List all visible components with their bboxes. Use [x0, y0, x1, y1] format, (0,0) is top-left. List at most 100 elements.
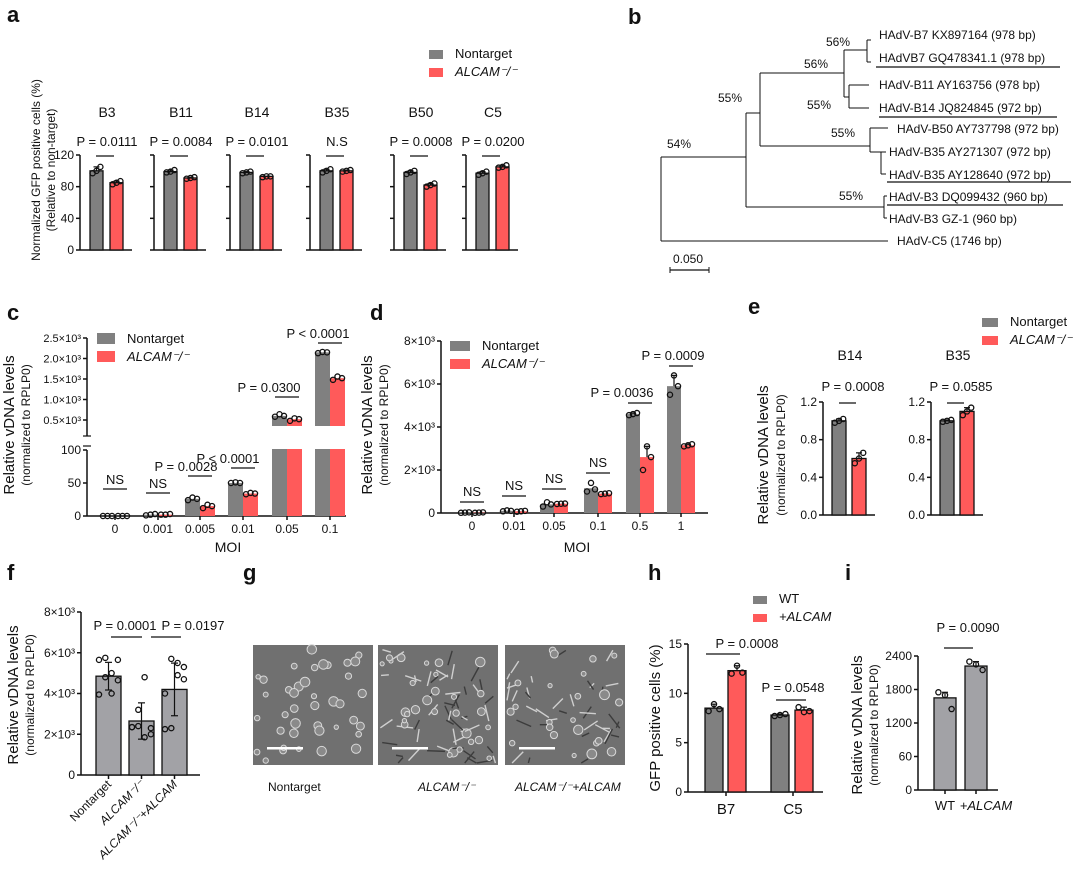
panel-b-leaf-label: HAdV-C5 (1746 bp) [897, 234, 1002, 248]
panel-b-bootstrap-value: 56% [826, 35, 850, 49]
panel-g-cell [262, 757, 269, 764]
panel-e-B35-bar [959, 410, 975, 516]
panel-i-y-tick-label: 2400 [885, 649, 912, 663]
panel-e-B14-data-point [855, 455, 863, 462]
panel-d-bar [640, 457, 654, 513]
panel-g-cell [310, 693, 318, 700]
panel-g-cell [335, 699, 345, 709]
panel-g-cell [589, 682, 595, 689]
panel-f-data-point [141, 734, 148, 741]
panel-g-cell [262, 691, 269, 698]
panel-c-data-point [319, 348, 326, 356]
panel-g-cell [255, 674, 261, 680]
panel-g-cell [586, 748, 598, 760]
panel-d-bar [681, 445, 695, 513]
panel-f-data-point [114, 677, 122, 684]
panel-g-cell [485, 724, 491, 731]
panel-d-data-point [465, 509, 473, 516]
panel-i-data-point [941, 691, 949, 699]
panel-f-data-point [168, 655, 175, 663]
panel-h-data-point [795, 703, 802, 711]
panel-g-cell [527, 757, 531, 764]
panel-e-B35-data-point [967, 404, 975, 411]
panel-d-data-point [647, 453, 655, 461]
panel-d-bar [667, 386, 681, 513]
panel-c-bar-lower [330, 449, 345, 516]
panel-g-cell [445, 691, 461, 695]
panel-a-B3-y-tick-label: 120 [54, 148, 74, 162]
panel-c-x-tick-label: 0.005 [185, 522, 215, 536]
panel-b-leaf-label: HAdV-B11 AY163756 (978 bp) [879, 78, 1040, 92]
panel-g-cell [511, 690, 518, 702]
panel-d-significance-label: P = 0.0036 [590, 385, 653, 400]
panel-h-legend-swatch-gray [753, 596, 767, 604]
panel-d-bar [540, 504, 554, 513]
panel-d-bar [626, 414, 640, 513]
panel-c-data-point [157, 511, 165, 518]
panel-g-cell [580, 758, 589, 764]
panel-g-cell [472, 684, 480, 693]
panel-g-cell [392, 651, 405, 660]
panel-a-B35-bar [319, 170, 334, 251]
panel-b-leaf-label: HAdV-B3 GZ-1 (960 bp) [889, 212, 1017, 226]
panel-g-scale-bar [267, 747, 303, 750]
panel-g-cell [380, 674, 389, 677]
panel-g-cell [610, 734, 620, 738]
panel-c-y-tick-label: 50 [68, 476, 82, 490]
panel-e-B14-data-point [859, 449, 867, 457]
panel-c-y-label: Relative vDNA levels [1, 355, 18, 494]
panel-f-y-tick-label: 2×10³ [44, 727, 75, 741]
panel-g-cell [422, 695, 433, 706]
panel-a-B35-bar [339, 170, 354, 251]
panel-h-y-tick-label: 5 [675, 736, 682, 750]
panel-a-B50-data-point [423, 183, 430, 190]
panel-a-C5-data-point [495, 164, 502, 171]
panel-g-cell [447, 710, 452, 721]
panel-g-cell [589, 655, 597, 663]
panel-c-data-point [108, 512, 116, 520]
panel-g-cell [385, 654, 393, 662]
panel-g-cell [594, 724, 611, 734]
panel-c-data-point [166, 510, 174, 518]
panel-g-cell [466, 757, 477, 764]
panel-g-cell [259, 675, 268, 684]
panel-h-significance-label: P = 0.0548 [761, 680, 824, 695]
panel-d-legend-entry: ALCAM⁻/⁻ [481, 356, 545, 371]
panel-g-cell [508, 739, 516, 747]
panel-g-cell [511, 751, 524, 764]
panel-a-B50-bar [403, 171, 418, 251]
panel-e-legend-entry: Nontarget [1010, 314, 1067, 329]
panel-g-cell [552, 697, 564, 710]
panel-d-data-point [625, 411, 633, 419]
panel-c-y-tick-label: 100 [61, 443, 81, 457]
panel-a-B11-data-point [163, 169, 170, 176]
panel-g-cell [605, 682, 619, 687]
panel-c-y-tick-label: 2.5×10³ [43, 333, 81, 345]
panel-a-B3-data-point [117, 177, 124, 185]
panel-d-data-point [547, 501, 555, 508]
panel-f-y-label: Relative vDNA levels [5, 625, 22, 764]
panel-e-B14-bar [831, 420, 847, 516]
panel-d-data-point [674, 382, 682, 390]
panel-d-data-point [539, 503, 547, 510]
panel-d-y-label: Relative vDNA levels [359, 355, 376, 494]
panel-d-y-tick-label: 6×10³ [404, 377, 435, 391]
panel-g-cell [611, 652, 618, 659]
panel-c-legend-swatch-gray [97, 333, 115, 344]
panel-d-data-point [457, 509, 465, 517]
panel-a-B3-bar [109, 182, 124, 251]
panel-a-C5-data-point [483, 168, 490, 175]
panel-a-B11-bar [163, 170, 178, 251]
panel-e-B35-data-point [939, 418, 947, 426]
panel-g-cell [382, 741, 398, 746]
panel-h-bar [770, 714, 790, 793]
panel-d-x-tick-label: 0.05 [542, 519, 566, 533]
panel-a-B50-title: B50 [409, 104, 434, 120]
panel-d-x-tick-label: 0 [469, 519, 476, 533]
panel-a-B35-p-value: N.S [326, 134, 348, 149]
panel-d-bar [598, 493, 612, 513]
panel-g-cell [461, 728, 472, 739]
panel-g-cell [467, 738, 475, 746]
panel-c-y-tick-label: 1.0×10³ [43, 395, 81, 407]
